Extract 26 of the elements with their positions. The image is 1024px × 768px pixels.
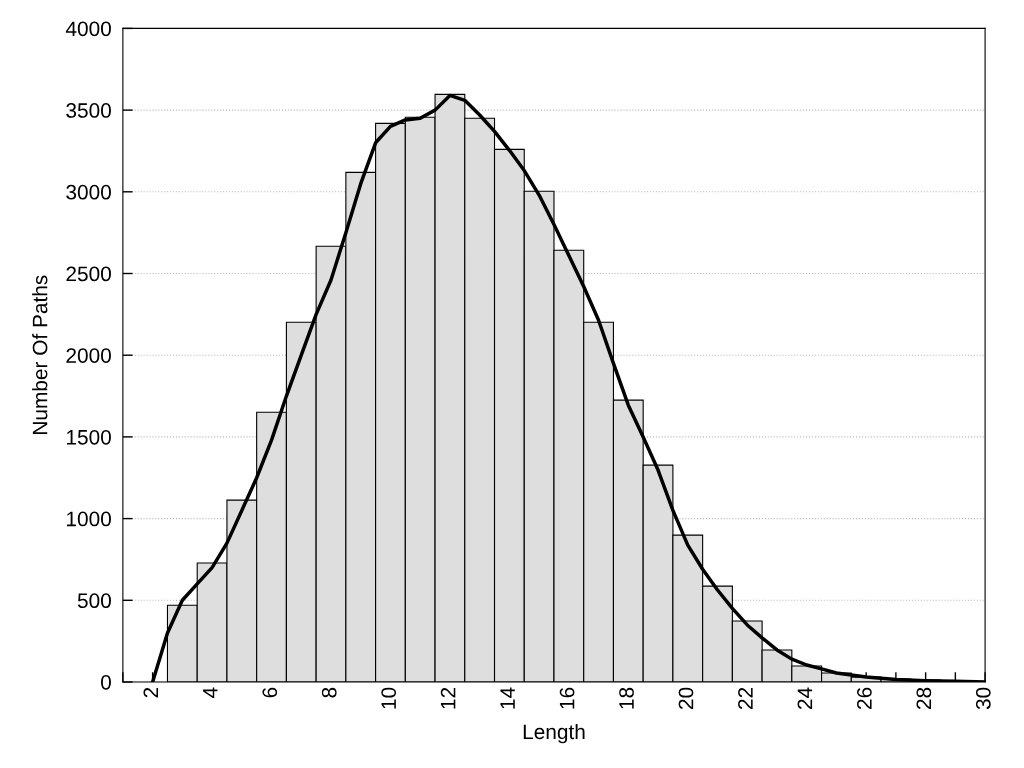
x-tick-label: 10 <box>381 687 397 709</box>
x-tick-label: 18 <box>619 687 634 709</box>
y-tick-label: 1500 <box>67 429 111 445</box>
y-tick-label: 2000 <box>66 348 111 363</box>
x-tick-label: 28 <box>916 687 932 709</box>
x-tick-label: 16 <box>559 687 575 709</box>
x-tick-label: 2 <box>143 687 158 698</box>
x-tick-label: 14 <box>500 687 515 709</box>
x-axis-title: Length <box>523 723 585 744</box>
x-tick-label: 22 <box>738 687 753 709</box>
x-tick-label: 26 <box>857 687 872 709</box>
x-tick-label: 20 <box>678 687 694 709</box>
y-tick-label: 500 <box>77 593 111 609</box>
x-tick-label: 12 <box>440 687 456 709</box>
y-tick-label: 2500 <box>66 266 111 282</box>
x-tick-label: 4 <box>203 687 218 698</box>
y-tick-label: 4000 <box>65 21 111 37</box>
y-axis-title: Number Of Paths <box>32 275 48 434</box>
y-tick-label: 3500 <box>66 103 111 118</box>
y-tick-label: 1000 <box>67 511 111 527</box>
x-tick-label: 24 <box>797 687 813 709</box>
y-tick-label: 3000 <box>66 184 111 200</box>
x-tick-label: 6 <box>262 687 278 698</box>
x-tick-label: 8 <box>321 687 337 698</box>
x-tick-label: 30 <box>975 687 991 710</box>
y-tick-label: 0 <box>101 674 111 690</box>
